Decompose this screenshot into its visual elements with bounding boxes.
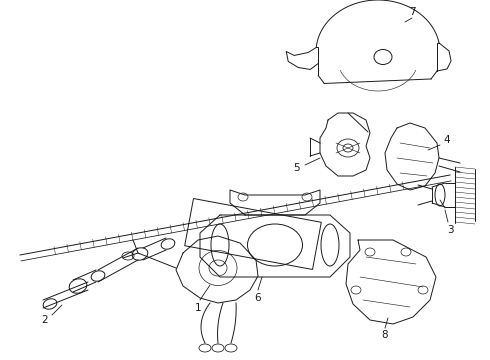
Text: 3: 3 <box>447 225 453 235</box>
Text: 7: 7 <box>409 7 416 17</box>
Text: 4: 4 <box>443 135 450 145</box>
Text: 5: 5 <box>293 163 299 173</box>
Bar <box>185 198 321 270</box>
Text: 8: 8 <box>382 330 388 340</box>
Text: 2: 2 <box>42 315 49 325</box>
Text: 1: 1 <box>195 303 201 313</box>
Text: 6: 6 <box>255 293 261 303</box>
